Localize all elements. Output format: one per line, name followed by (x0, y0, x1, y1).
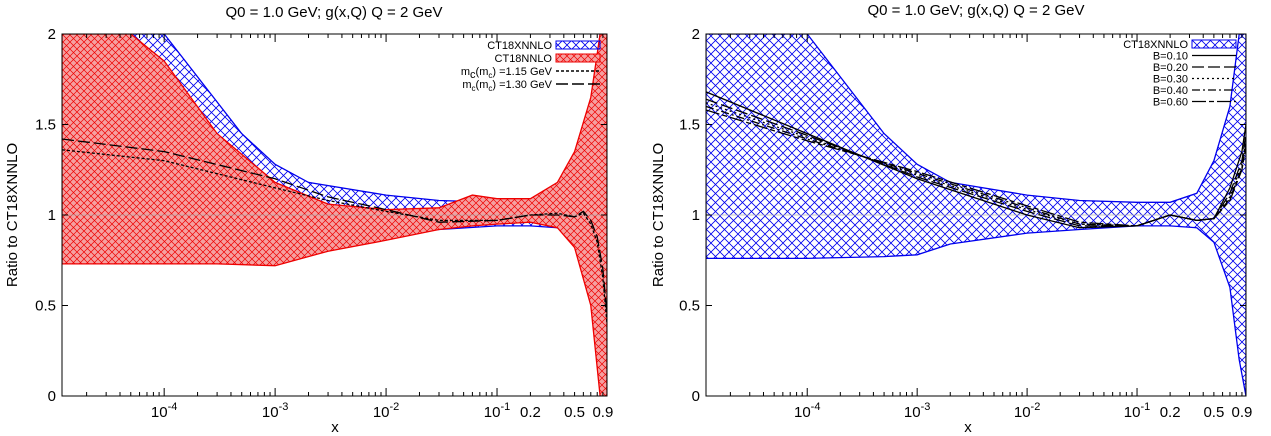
left-x-axis-label: x (331, 419, 339, 436)
y-tick-label: 2 (692, 26, 700, 43)
legend-label: mc(mc) =1.15 GeV (461, 66, 553, 81)
left-ticks: 0 0.5 1 1.5 2 10-4 10-3 10-2 10-1 0.2 0.5 0.9 (35, 26, 613, 421)
x-tick-label: 10-1 (484, 401, 510, 421)
x-tick-label: 10-3 (904, 401, 930, 421)
x-tick-label: 10-4 (794, 401, 820, 421)
legend-entry-ct18xnnlo: CT18XNNLO (487, 40, 601, 52)
legend-label: B=0.60 (1153, 97, 1188, 109)
right-y-axis-label: Ratio to CT18XNNLO (650, 143, 667, 287)
legend-entry: B=0.20 (1153, 62, 1236, 74)
right-plot-area (706, 34, 1246, 396)
y-tick-label: 0 (48, 388, 56, 405)
x-tick-label: 0.2 (520, 404, 541, 421)
y-tick-label: 1 (692, 207, 700, 224)
right-panel: Q0 = 1.0 GeV; g(x,Q) Q = 2 GeV 0 0.5 1 1.5 2… (650, 2, 1252, 436)
series-line (706, 109, 1246, 227)
y-tick-label: 0 (692, 388, 700, 405)
right-chart-title: Q0 = 1.0 GeV; g(x,Q) Q = 2 GeV (867, 2, 1084, 19)
y-tick-label: 2 (48, 26, 56, 43)
right-curves (706, 91, 1246, 229)
series-line (62, 149, 607, 324)
legend-label: B=0.10 (1153, 51, 1188, 63)
x-tick-label: 10-2 (1014, 401, 1040, 421)
legend-entry: B=0.10 (1153, 51, 1236, 63)
legend-label: B=0.30 (1153, 74, 1188, 86)
legend-label: mc(mc) =1.30 GeV (462, 79, 552, 93)
legend-label: B=0.20 (1153, 62, 1188, 74)
x-tick-label: 10-4 (151, 401, 177, 421)
left-curves (62, 138, 607, 324)
x-tick-label: 10-1 (1124, 401, 1150, 421)
right-ticks: 0 0.5 1 1.5 2 10-4 10-3 10-2 10-1 0.2 0.5 0.9 (679, 26, 1252, 421)
x-tick-label: 10-2 (373, 401, 399, 421)
right-x-axis-label: x (964, 419, 972, 436)
legend-label: CT18XNNLO (1123, 39, 1188, 51)
legend-entry: B=0.30 (1153, 74, 1236, 86)
legend-label: B=0.40 (1153, 85, 1188, 97)
x-tick-label: 0.5 (564, 404, 585, 421)
left-chart-title: Q0 = 1.0 GeV; g(x,Q) Q = 2 GeV (225, 4, 442, 21)
left-y-axis-label: Ratio to CT18XNNLO (4, 143, 21, 287)
y-tick-label: 1.5 (35, 117, 56, 134)
y-tick-label: 0.5 (679, 298, 700, 315)
x-tick-label: 0.9 (1232, 404, 1253, 421)
left-legend: CT18XNNLO CT18NNLO mc(mc) =1.15 GeV mc(m… (461, 40, 601, 93)
legend-entry-mc-115: mc(mc) =1.15 GeV (461, 66, 600, 81)
legend-entry-ct18nnlo: CT18NNLO (495, 53, 601, 65)
legend-swatch-blue-hatch (1191, 39, 1237, 49)
legend-entry: B=0.60 (1153, 97, 1236, 109)
legend-swatch-red-hatch (555, 53, 601, 63)
legend-swatch-blue-hatch (555, 40, 601, 50)
left-panel: Q0 = 1.0 GeV; g(x,Q) Q = 2 GeV 0 0.5 1 1.5 2… (4, 4, 613, 436)
series-line (62, 138, 607, 315)
legend-entry: B=0.40 (1153, 85, 1236, 97)
legend-label: CT18NNLO (495, 53, 553, 65)
x-tick-label: 0.2 (1160, 404, 1181, 421)
series-line (706, 105, 1246, 227)
legend-entry: CT18XNNLO (1123, 39, 1237, 51)
left-plot-area (62, 34, 607, 396)
y-tick-label: 0.5 (35, 298, 56, 315)
legend-entry-mc-130: mc(mc) =1.30 GeV (462, 79, 600, 93)
legend-label: CT18XNNLO (487, 40, 552, 52)
x-tick-label: 0.5 (1203, 404, 1224, 421)
x-tick-label: 10-3 (262, 401, 288, 421)
y-tick-label: 1 (48, 207, 56, 224)
x-tick-label: 0.9 (592, 404, 613, 421)
y-tick-label: 1.5 (679, 117, 700, 134)
